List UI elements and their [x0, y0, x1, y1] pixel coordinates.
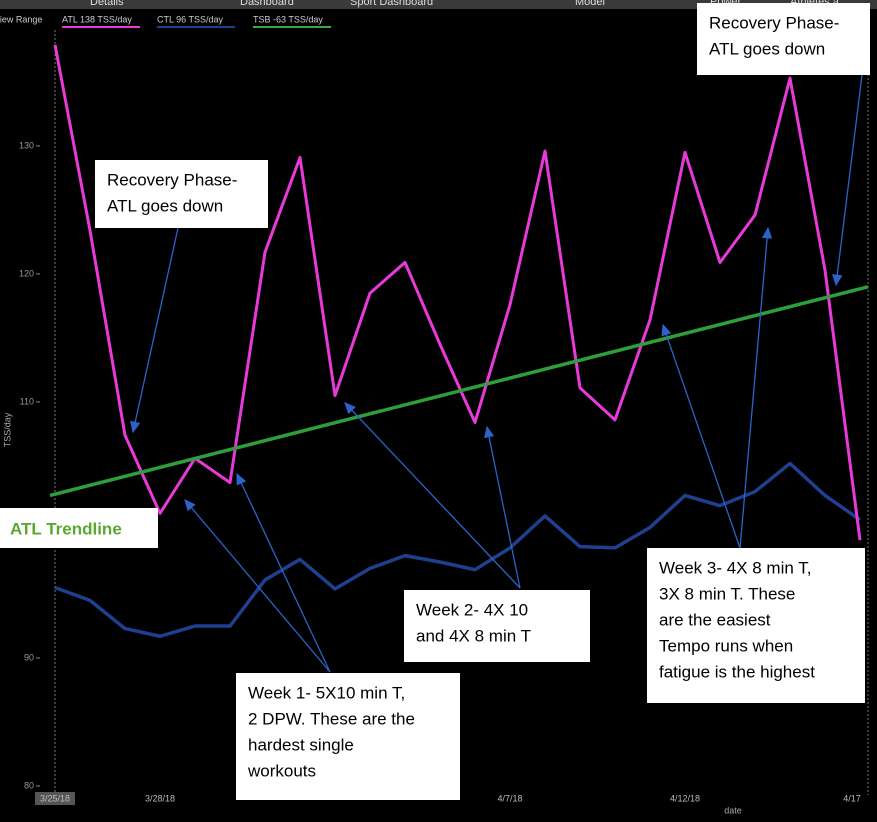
- trendline-label-box: [0, 508, 158, 548]
- annotation-text: fatigue is the highest: [659, 662, 815, 681]
- trendline: [49, 285, 869, 498]
- annotation-text: ATL goes down: [107, 196, 223, 215]
- annotation-arrow: [739, 226, 773, 549]
- series-line: [53, 44, 862, 541]
- annotation-box: [95, 160, 268, 228]
- x-tick-label: 4/17: [843, 793, 861, 803]
- annotation-text: workouts: [247, 761, 316, 780]
- y-tick-label: 130: [19, 140, 34, 150]
- annotation-arrow: [832, 74, 863, 287]
- legend-entry: TSB -63 TSS/day: [253, 14, 323, 24]
- legend-entry: ATL 138 TSS/day: [62, 14, 132, 24]
- annotation-box: [236, 673, 460, 800]
- annotation-box: [647, 548, 865, 703]
- x-tick-label: 3/25/18: [40, 793, 70, 803]
- trendline-label: ATL Trendline: [10, 519, 122, 538]
- annotation-text: are the easiest: [659, 610, 771, 629]
- annotation-text: Week 2- 4X 10: [416, 600, 528, 619]
- y-axis-label: TSS/day: [2, 412, 12, 447]
- legend-entry: CTL 96 TSS/day: [157, 14, 224, 24]
- annotation-arrow: [184, 499, 331, 673]
- x-tick-label: 4/12/18: [670, 793, 700, 803]
- annotation-text: ATL goes down: [709, 39, 825, 58]
- series-line: [54, 461, 861, 639]
- x-tick-label: 4/7/18: [497, 793, 522, 803]
- y-tick-label: 80: [24, 780, 34, 790]
- annotation-box: [404, 590, 590, 662]
- annotation-text: hardest single: [248, 735, 354, 754]
- annotation-arrow: [130, 227, 179, 434]
- annotation-text: Tempo runs when: [659, 636, 793, 655]
- annotation-text: 3X 8 min T. These: [659, 584, 795, 603]
- x-tick-label: 3/28/18: [145, 793, 175, 803]
- tab: Sport Dashboard: [350, 0, 433, 8]
- y-tick-label: 90: [24, 652, 34, 662]
- annotation-arrow: [344, 402, 521, 589]
- tab: Dashboard: [240, 0, 294, 8]
- annotation-arrow: [236, 472, 331, 673]
- annotation-text: 2 DPW. These are the: [248, 709, 415, 728]
- annotation-text: Week 1- 5X10 min T,: [248, 683, 405, 702]
- x-axis-label: date: [724, 805, 742, 815]
- annotation-text: and 4X 8 min T: [416, 626, 531, 645]
- tab: Model: [575, 0, 605, 8]
- y-tick-label: 110: [20, 396, 34, 406]
- annotation-text: Recovery Phase-: [107, 170, 237, 189]
- annotation-text: Recovery Phase-: [709, 13, 839, 32]
- tab-bar: [0, 0, 877, 9]
- tab: Details: [90, 0, 124, 8]
- annotation-box: [697, 3, 870, 75]
- annotation-text: Week 3- 4X 8 min T,: [659, 558, 811, 577]
- x-tick-box: [35, 792, 75, 805]
- range-label: View Range: [0, 14, 42, 24]
- annotation-arrow: [661, 323, 741, 549]
- annotation-arrow: [483, 425, 521, 589]
- y-tick-label: 120: [19, 268, 34, 278]
